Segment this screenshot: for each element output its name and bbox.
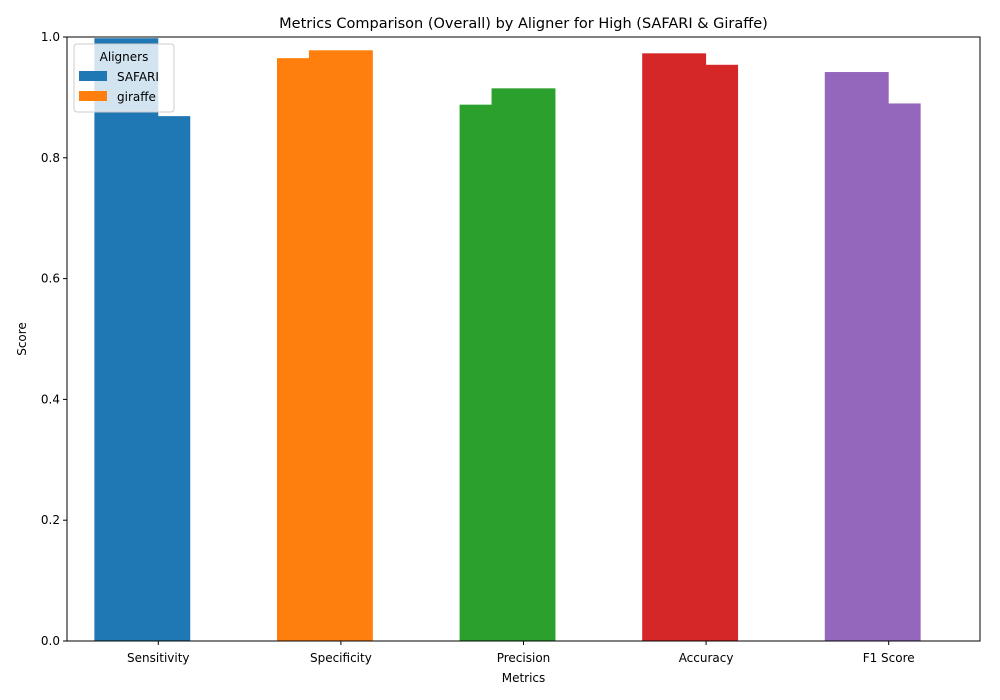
legend-title: Aligners bbox=[100, 50, 149, 64]
plot-frame bbox=[66, 36, 981, 642]
x-tick-label: Accuracy bbox=[679, 651, 734, 665]
y-tick-label: 0.0 bbox=[41, 634, 60, 648]
x-tick-label: Precision bbox=[497, 651, 551, 665]
y-tick-label: 0.6 bbox=[41, 272, 60, 286]
bar-giraffe-accuracy bbox=[674, 64, 739, 641]
x-tick-label: Sensitivity bbox=[127, 651, 189, 665]
bar-giraffe-precision bbox=[491, 88, 556, 642]
bars-group bbox=[94, 38, 921, 642]
legend-items: SAFARI giraffe bbox=[79, 70, 159, 104]
x-axis-ticks: Sensitivity Specificity Precision Accuracy F… bbox=[127, 641, 915, 665]
y-axis-ticks: 0.0 0.2 0.4 0.6 0.8 1.0 bbox=[41, 30, 67, 648]
x-tick-label: Specificity bbox=[310, 651, 372, 665]
legend-label: giraffe bbox=[117, 90, 156, 104]
x-tick-label: F1 Score bbox=[863, 651, 915, 665]
y-tick-label: 0.4 bbox=[41, 392, 60, 406]
legend: Aligners SAFARI giraffe bbox=[73, 43, 175, 113]
legend-label: SAFARI bbox=[117, 70, 159, 84]
bar-giraffe-f1-score bbox=[856, 103, 921, 641]
bar-giraffe-specificity bbox=[308, 50, 373, 641]
y-tick-label: 0.8 bbox=[41, 151, 60, 165]
bar-giraffe-sensitivity bbox=[126, 116, 191, 641]
y-tick-label: 1.0 bbox=[41, 30, 60, 44]
legend-swatch bbox=[79, 91, 107, 101]
y-tick-label: 0.2 bbox=[41, 513, 60, 527]
x-axis-label: Metrics bbox=[502, 671, 546, 685]
chart-title: Metrics Comparison (Overall) by Aligner … bbox=[279, 16, 768, 32]
legend-swatch bbox=[79, 71, 107, 81]
y-axis-label: Score bbox=[15, 322, 29, 356]
